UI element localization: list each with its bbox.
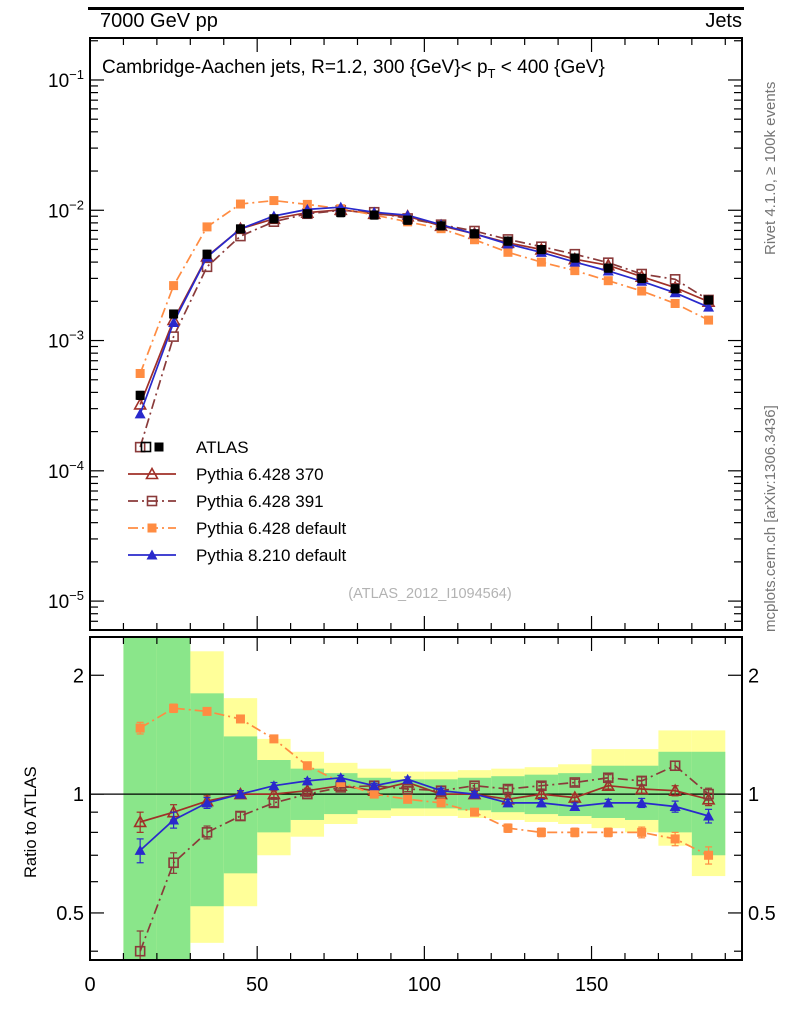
ratio-axis-title: Ratio to ATLAS — [22, 766, 40, 878]
series-ratio-pythia-8210-default — [134, 772, 715, 864]
axis-ticks — [90, 38, 742, 960]
svg-text:2: 2 — [748, 665, 759, 687]
legend-entry-pythia-6428-370: Pythia 6.428 370 — [128, 465, 324, 484]
series-main-atlas — [135, 208, 714, 400]
svg-text:10−4: 10−4 — [48, 458, 84, 483]
series-ratio-pythia-6428-default — [135, 703, 714, 865]
plot-title: Cambridge-Aachen jets, R=1.2, 300 {GeV}<… — [102, 57, 605, 81]
svg-text:0: 0 — [84, 974, 95, 996]
series-main-pythia-6428-370 — [133, 202, 716, 410]
header-process-label: Jets — [705, 10, 742, 32]
svg-text:Pythia 6.428 391: Pythia 6.428 391 — [196, 492, 324, 511]
analysis-watermark: (ATLAS_2012_I1094564) — [348, 586, 512, 602]
svg-text:ATLAS: ATLAS — [196, 438, 249, 457]
top-rule — [88, 7, 744, 10]
ratio-panel-frame — [89, 636, 743, 961]
mcplots-arxiv-label: mcplots.cern.ch [arXiv:1306.3436] — [762, 405, 779, 632]
legend-entry-pythia-6428-default: Pythia 6.428 default — [128, 519, 347, 538]
rivet-version-label: Rivet 4.1.0, ≥ 100k events — [762, 81, 779, 255]
svg-text:0.5: 0.5 — [748, 903, 776, 925]
svg-text:Pythia 6.428 370: Pythia 6.428 370 — [196, 465, 324, 484]
legend-entry-atlas: ATLAS — [140, 438, 249, 457]
svg-text:100: 100 — [408, 974, 441, 996]
main-panel-frame — [89, 37, 743, 631]
plot-title-sub: T — [487, 66, 496, 81]
series-main-pythia-8210-default — [134, 201, 715, 419]
svg-text:Pythia 6.428 default: Pythia 6.428 default — [196, 519, 347, 538]
svg-text:150: 150 — [575, 974, 608, 996]
plot-title-post: < 400 {GeV} — [495, 57, 605, 78]
header-beam-label: 7000 GeV pp — [100, 10, 218, 32]
svg-text:0.5: 0.5 — [56, 903, 84, 925]
uncertainty-bands — [123, 637, 726, 960]
svg-text:2: 2 — [73, 665, 84, 687]
legend-entry-pythia-6428-391: Pythia 6.428 391 — [128, 492, 324, 511]
series-main-pythia-6428-391 — [134, 205, 714, 453]
svg-text:1: 1 — [748, 784, 759, 806]
plot-title-pre: Cambridge-Aachen jets, R=1.2, 300 {GeV}<… — [102, 57, 488, 78]
svg-text:10−1: 10−1 — [48, 67, 84, 92]
axis-tick-labels: 10−1 10−2 10−3 10−4 10−5 0.5 0.5 1 1 2 2 0 50 100 150 — [48, 67, 776, 996]
svg-text:10−3: 10−3 — [48, 328, 84, 353]
svg-text:50: 50 — [246, 974, 268, 996]
svg-text:Pythia 8.210 default: Pythia 8.210 default — [196, 546, 347, 565]
series-main-pythia-6428-default — [135, 196, 714, 378]
svg-text:1: 1 — [73, 784, 84, 806]
svg-text:10−2: 10−2 — [48, 197, 84, 222]
svg-text:10−5: 10−5 — [48, 588, 84, 613]
legend-entry-pythia-8210-default: Pythia 8.210 default — [128, 546, 347, 565]
legend: ATLAS Pythia 6.428 370 Pythia 6.428 391 Pyt… — [128, 438, 347, 565]
